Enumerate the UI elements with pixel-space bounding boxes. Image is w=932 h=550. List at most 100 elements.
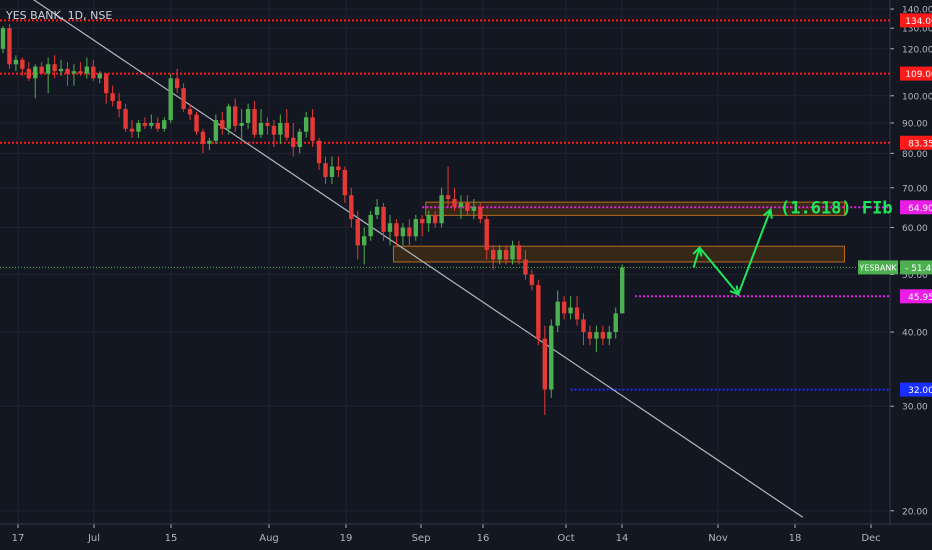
last-price-value: - 51.40 xyxy=(905,264,932,274)
x-tick-label: Aug xyxy=(259,533,279,544)
candle-body xyxy=(97,73,102,79)
x-tick-label: Sep xyxy=(412,533,431,544)
candle-body xyxy=(7,28,12,65)
level-label: 32.00 xyxy=(908,386,932,396)
candle-body xyxy=(65,68,70,74)
y-tick-label: 130.00 xyxy=(902,25,932,35)
level-label-box xyxy=(900,289,932,304)
candle-body xyxy=(278,122,283,135)
candle-body xyxy=(271,125,277,135)
candle-body xyxy=(542,338,547,390)
level-label-box xyxy=(900,382,932,397)
candle-body xyxy=(136,122,141,132)
candle-body xyxy=(342,169,348,196)
candle-body xyxy=(561,301,567,314)
y-tick-label: 70.00 xyxy=(902,184,928,194)
trendline xyxy=(32,0,804,518)
candle-body xyxy=(355,219,360,246)
x-tick-label: 17 xyxy=(12,533,25,544)
support-resistance-zone xyxy=(425,201,845,216)
last-price-value-box xyxy=(900,260,932,275)
y-tick-label: 80.00 xyxy=(902,150,928,160)
candle-body xyxy=(291,137,296,147)
candle-body xyxy=(555,301,560,326)
y-tick-label: 50.00 xyxy=(902,271,928,281)
candle-body xyxy=(258,122,264,135)
candle-body xyxy=(168,78,173,121)
candle-body xyxy=(78,71,83,74)
candle-body xyxy=(523,259,528,275)
candle-body xyxy=(362,236,367,246)
candle-body xyxy=(26,68,31,79)
candle-body xyxy=(174,78,180,89)
candle-body xyxy=(0,28,6,49)
candle-body xyxy=(187,109,193,115)
candle-body xyxy=(39,66,44,74)
candle-body xyxy=(394,223,399,237)
candle-body xyxy=(613,313,618,333)
y-tick-label: 20.00 xyxy=(902,507,928,517)
candle-body xyxy=(349,195,354,220)
y-tick-label: 90.00 xyxy=(902,119,928,129)
candle-body xyxy=(162,120,167,129)
y-tick-label: 30.00 xyxy=(902,403,928,413)
candle-body xyxy=(536,285,541,339)
candle-body xyxy=(149,122,154,126)
candle-body xyxy=(600,332,606,339)
candle-body xyxy=(155,122,160,129)
candle-body xyxy=(594,332,599,339)
candle-body xyxy=(491,249,496,260)
candle-body xyxy=(497,249,502,260)
level-label: 134.00 xyxy=(905,17,932,27)
candle-body xyxy=(407,227,412,237)
candle-body xyxy=(529,274,535,286)
level-label-box xyxy=(900,13,932,28)
x-tick-label: 19 xyxy=(340,533,353,544)
candle-body xyxy=(387,223,393,232)
candle-body xyxy=(503,249,509,260)
candle-body xyxy=(581,319,586,333)
candle-body xyxy=(303,117,309,132)
candle-body xyxy=(200,131,206,144)
candle-body xyxy=(400,227,406,237)
x-tick-label: Dec xyxy=(861,533,880,544)
candle-body xyxy=(181,88,186,110)
candle-body xyxy=(420,219,425,224)
candle-body xyxy=(445,195,451,200)
candle-body xyxy=(207,140,212,144)
candle-body xyxy=(574,307,580,320)
candle-body xyxy=(45,64,51,74)
candle-body xyxy=(329,166,335,177)
candle-body xyxy=(58,68,64,72)
candle-body xyxy=(220,120,225,129)
level-label-box xyxy=(900,135,932,150)
candle-body xyxy=(245,109,251,123)
x-tick-label: 18 xyxy=(789,533,802,544)
candle-body xyxy=(374,206,380,215)
candle-body xyxy=(52,64,57,72)
candle-body xyxy=(116,101,122,110)
x-tick-label: 16 xyxy=(477,533,490,544)
candle-body xyxy=(91,66,96,79)
symbol-title: YES BANK, 1D, NSE xyxy=(6,9,113,22)
candle-body xyxy=(142,122,148,126)
level-label: 64.90 xyxy=(908,204,932,214)
candle-body xyxy=(20,59,25,69)
candle-body xyxy=(465,202,470,211)
candle-body xyxy=(439,195,444,224)
candle-body xyxy=(316,140,322,164)
candle-body xyxy=(13,59,19,65)
x-tick-label: Jul xyxy=(87,533,100,544)
level-label-box xyxy=(900,66,932,81)
candle-body xyxy=(104,73,109,94)
candle-body xyxy=(432,214,438,224)
candle-body xyxy=(265,122,270,126)
projection-path xyxy=(692,247,701,268)
y-tick-label: 120.00 xyxy=(902,45,932,55)
candle-body xyxy=(310,117,315,141)
candle-body xyxy=(510,245,515,260)
candle-body xyxy=(71,71,77,74)
y-tick-label: 140.00 xyxy=(902,6,932,16)
